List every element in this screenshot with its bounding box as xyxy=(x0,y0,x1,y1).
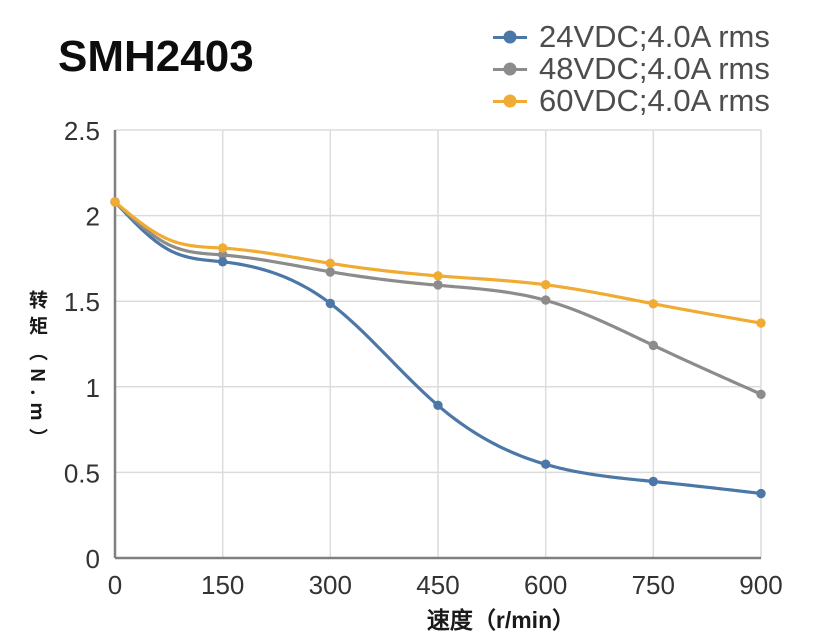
svg-text:900: 900 xyxy=(739,570,782,600)
svg-text:0: 0 xyxy=(86,544,100,574)
svg-text:600: 600 xyxy=(524,570,567,600)
svg-text:1.5: 1.5 xyxy=(64,287,100,317)
svg-text:150: 150 xyxy=(201,570,244,600)
svg-text:450: 450 xyxy=(416,570,459,600)
svg-text:2.5: 2.5 xyxy=(64,116,100,146)
svg-text:300: 300 xyxy=(309,570,352,600)
svg-text:2: 2 xyxy=(86,202,100,232)
svg-text:1: 1 xyxy=(86,373,100,403)
svg-text:0.5: 0.5 xyxy=(64,458,100,488)
svg-text:750: 750 xyxy=(632,570,675,600)
svg-text:0: 0 xyxy=(108,570,122,600)
